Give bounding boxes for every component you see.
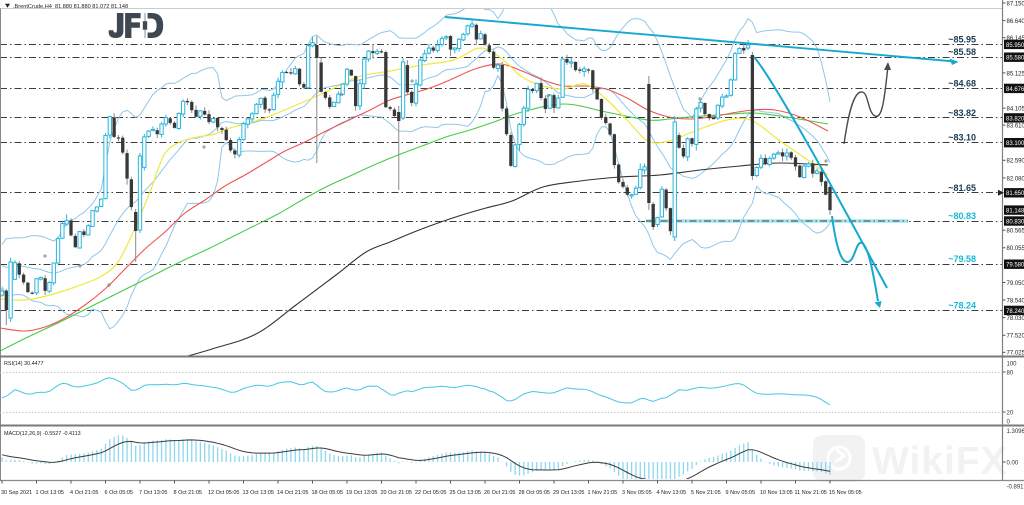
svg-text:20 Oct 21:05: 20 Oct 21:05	[381, 490, 413, 496]
svg-text:~85.95: ~85.95	[948, 34, 976, 44]
svg-text:0.00: 0.00	[1007, 460, 1019, 466]
svg-text:85.950: 85.950	[1006, 43, 1024, 49]
svg-text:26 Oct 21:05: 26 Oct 21:05	[484, 490, 516, 496]
svg-text:13 Oct 13:05: 13 Oct 13:05	[243, 490, 275, 496]
svg-text:~83.10: ~83.10	[948, 133, 976, 143]
svg-text:RSI(14) 30.4477: RSI(14) 30.4477	[4, 361, 44, 367]
svg-text:3 Nov 05:05: 3 Nov 05:05	[622, 490, 652, 496]
svg-text:85.125: 85.125	[1007, 71, 1024, 77]
svg-text:80.055: 80.055	[1007, 246, 1024, 252]
svg-text:80: 80	[1007, 370, 1014, 376]
svg-text:MACD(12,26,9) -0.5527 -0.4113: MACD(12,26,9) -0.5527 -0.4113	[4, 431, 81, 437]
svg-text:18 Oct 05:05: 18 Oct 05:05	[312, 490, 344, 496]
svg-text:7 Oct 13:05: 7 Oct 13:05	[139, 490, 167, 496]
svg-text:81.148: 81.148	[1006, 209, 1024, 215]
svg-text:78.030: 78.030	[1007, 316, 1024, 322]
svg-text:83.820: 83.820	[1006, 116, 1024, 122]
svg-text:81.650: 81.650	[1006, 191, 1024, 197]
svg-text:78.540: 78.540	[1007, 298, 1024, 304]
svg-text:77.025: 77.025	[1007, 351, 1024, 357]
svg-text:84.676: 84.676	[1006, 87, 1024, 93]
svg-text:85.580: 85.580	[1006, 56, 1024, 62]
svg-text:80.565: 80.565	[1007, 229, 1024, 235]
svg-text:6 Oct 05:05: 6 Oct 05:05	[105, 490, 133, 496]
svg-text:87.150: 87.150	[1007, 1, 1024, 7]
svg-text:12 Oct 05:05: 12 Oct 05:05	[208, 490, 240, 496]
svg-text:1.3096: 1.3096	[1007, 429, 1024, 435]
svg-text:~83.82: ~83.82	[948, 108, 976, 118]
svg-text:15 Nov 05:05: 15 Nov 05:05	[829, 490, 862, 496]
svg-text:86.640: 86.640	[1007, 19, 1024, 25]
svg-text:22 Oct 05:05: 22 Oct 05:05	[415, 490, 447, 496]
svg-text:84.105: 84.105	[1007, 107, 1024, 113]
svg-text:11 Nov 21:05: 11 Nov 21:05	[795, 490, 827, 496]
svg-text:78.240: 78.240	[1006, 309, 1024, 315]
svg-text:4 Oct 21:05: 4 Oct 21:05	[70, 490, 98, 496]
svg-text:1 Nov 21:05: 1 Nov 21:05	[588, 490, 618, 496]
svg-text:.BrentCrude,H4 81.880 81.880: .BrentCrude,H4 81.880 81.880 81.072 81.1…	[13, 4, 128, 10]
svg-text:80.830: 80.830	[1006, 219, 1024, 225]
svg-text:19 Oct 13:05: 19 Oct 13:05	[346, 490, 378, 496]
svg-text:8 Oct 21:05: 8 Oct 21:05	[174, 490, 202, 496]
svg-text:5 Nov 21:05: 5 Nov 21:05	[691, 490, 721, 496]
svg-text:28 Oct 05:05: 28 Oct 05:05	[519, 490, 551, 496]
svg-text:79.580: 79.580	[1006, 263, 1024, 269]
svg-text:4 Nov 13:05: 4 Nov 13:05	[657, 490, 687, 496]
svg-text:9 Nov 05:05: 9 Nov 05:05	[726, 490, 756, 496]
svg-text:25 Oct 13:05: 25 Oct 13:05	[450, 490, 482, 496]
svg-text:~84.68: ~84.68	[948, 78, 976, 88]
svg-text:77.520: 77.520	[1007, 334, 1024, 340]
svg-text:10 Nov 13:05: 10 Nov 13:05	[760, 490, 793, 496]
svg-text:14 Oct 21:05: 14 Oct 21:05	[277, 490, 309, 496]
svg-text:-0.8917: -0.8917	[1007, 484, 1024, 490]
svg-text:~79.58: ~79.58	[948, 254, 976, 264]
svg-text:30 Sep 2021: 30 Sep 2021	[1, 490, 32, 496]
svg-text:79.050: 79.050	[1007, 281, 1024, 287]
svg-text:~78.24: ~78.24	[948, 300, 976, 310]
svg-text:83.610: 83.610	[1007, 124, 1024, 130]
svg-text:20: 20	[1007, 410, 1014, 416]
svg-text:82.590: 82.590	[1007, 159, 1024, 165]
svg-text:83.100: 83.100	[1006, 141, 1024, 147]
svg-text:WikiFX: WikiFX	[872, 440, 1008, 483]
svg-text:~81.65: ~81.65	[948, 183, 976, 193]
svg-text:82.080: 82.080	[1007, 176, 1024, 182]
svg-text:~80.83: ~80.83	[948, 211, 976, 221]
svg-text:100: 100	[1007, 361, 1018, 367]
svg-text:1 Oct 13:05: 1 Oct 13:05	[36, 490, 64, 496]
svg-text:29 Oct 13:05: 29 Oct 13:05	[553, 490, 585, 496]
svg-text:~85.58: ~85.58	[948, 47, 976, 57]
